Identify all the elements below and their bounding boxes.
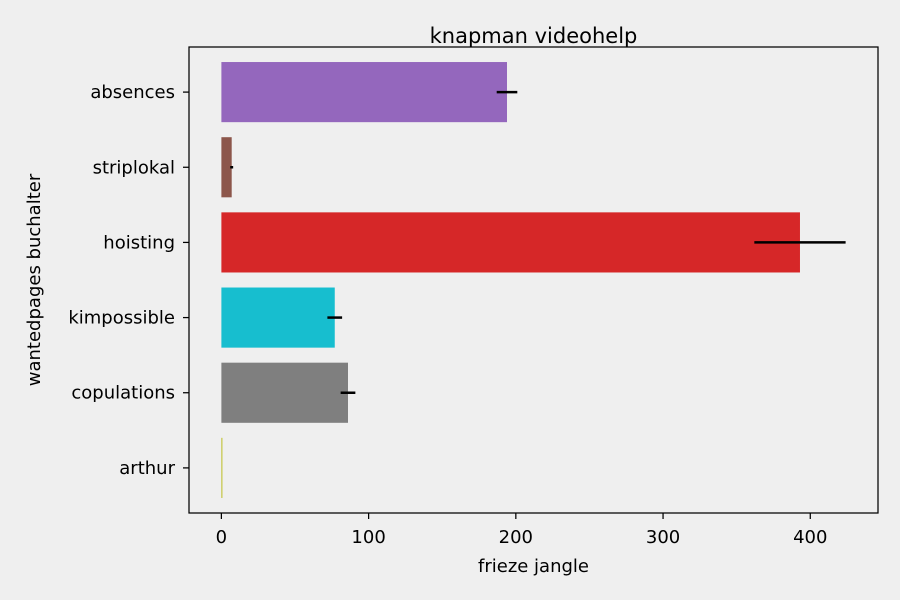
error-bars-group <box>230 90 846 394</box>
y-axis-ticks: absences striplokal hoisting kimpossible cop… <box>68 82 189 479</box>
x-tick-label-0: 0 <box>216 527 227 548</box>
x-tick-label-300: 300 <box>646 527 680 548</box>
plot-area <box>188 46 879 514</box>
x-tick-label-400: 400 <box>793 527 827 548</box>
chart-title: knapman videohelp <box>430 24 638 48</box>
y-tick-label-arthur: arthur <box>119 458 175 479</box>
bars-group <box>221 62 800 498</box>
bar-hoisting <box>221 212 800 273</box>
x-tick-label-100: 100 <box>351 527 385 548</box>
y-tick-label-kimpossible: kimpossible <box>68 308 175 329</box>
x-axis-ticks: 0 100 200 300 400 <box>216 513 827 548</box>
bar-kimpossible <box>221 287 335 348</box>
y-tick-label-hoisting: hoisting <box>103 232 175 253</box>
y-tick-label-copulations: copulations <box>71 383 175 404</box>
x-axis-label: frieze jangle <box>478 556 589 577</box>
bar-striplokal <box>221 137 232 198</box>
bar-copulations <box>221 362 348 423</box>
bar-arthur <box>221 437 223 498</box>
x-tick-label-200: 200 <box>499 527 533 548</box>
bar-absences <box>221 62 507 123</box>
y-tick-label-absences: absences <box>90 82 175 103</box>
y-axis-label: wantedpages buchalter <box>24 173 45 386</box>
y-tick-label-striplokal: striplokal <box>93 157 175 178</box>
